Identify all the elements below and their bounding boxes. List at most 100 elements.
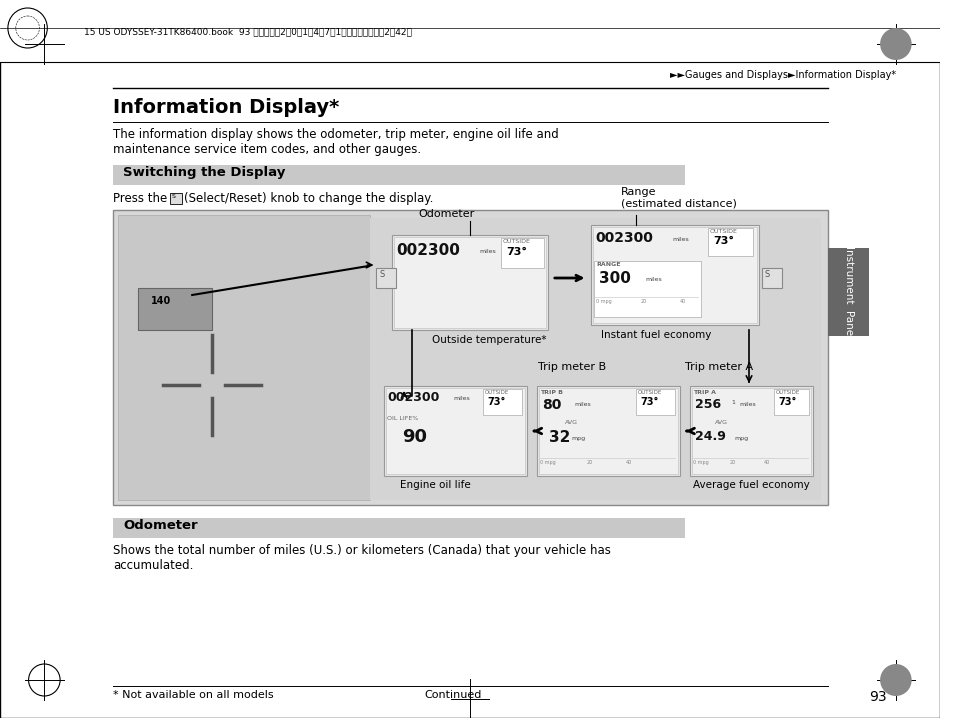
Bar xyxy=(594,261,700,317)
Text: Outside temperature*: Outside temperature* xyxy=(431,335,546,345)
Text: 0 mpg: 0 mpg xyxy=(596,299,612,304)
Bar xyxy=(384,386,527,476)
Bar xyxy=(593,227,756,323)
Bar xyxy=(538,388,678,474)
Text: miles: miles xyxy=(645,277,661,282)
Bar xyxy=(392,235,547,330)
Text: 73°: 73° xyxy=(713,236,734,246)
Text: 20: 20 xyxy=(586,460,592,465)
Text: 40: 40 xyxy=(763,460,769,465)
Text: 80: 80 xyxy=(541,398,561,412)
Text: 32: 32 xyxy=(548,430,570,445)
Text: miles: miles xyxy=(739,402,755,407)
Bar xyxy=(369,218,821,500)
Text: 140: 140 xyxy=(151,296,171,306)
Bar xyxy=(113,165,684,185)
Circle shape xyxy=(199,372,225,398)
Text: 20: 20 xyxy=(728,460,735,465)
Bar xyxy=(635,389,675,415)
Bar xyxy=(376,268,395,288)
Text: 002300: 002300 xyxy=(595,231,653,245)
Text: S: S xyxy=(172,194,175,199)
Bar xyxy=(0,0,940,62)
Text: Trip meter B: Trip meter B xyxy=(537,362,605,372)
Text: 24.9: 24.9 xyxy=(694,430,725,443)
FancyBboxPatch shape xyxy=(373,376,821,492)
Text: OUTSIDE: OUTSIDE xyxy=(775,390,799,395)
Text: 40: 40 xyxy=(679,299,685,304)
Text: OUTSIDE: OUTSIDE xyxy=(502,239,530,244)
Text: Shows the total number of miles (U.S.) or kilometers (Canada) that your vehicle : Shows the total number of miles (U.S.) o… xyxy=(113,544,611,572)
Text: OUTSIDE: OUTSIDE xyxy=(484,390,509,395)
Text: mpg: mpg xyxy=(734,436,747,441)
Text: AVG: AVG xyxy=(564,420,578,425)
Text: S: S xyxy=(379,270,384,279)
Text: mpg: mpg xyxy=(571,436,585,441)
Text: miles: miles xyxy=(574,402,591,407)
Text: TRIP A: TRIP A xyxy=(692,390,715,395)
Text: TRIP B: TRIP B xyxy=(539,390,562,395)
Bar xyxy=(689,386,812,476)
Text: 90: 90 xyxy=(401,428,427,446)
Bar xyxy=(113,518,684,538)
Text: 002300: 002300 xyxy=(387,391,439,404)
Text: 93: 93 xyxy=(868,690,886,704)
Text: Instant fuel economy: Instant fuel economy xyxy=(600,330,711,340)
Bar xyxy=(138,288,212,330)
Text: S: S xyxy=(764,270,769,279)
Bar xyxy=(386,388,525,474)
Text: 1: 1 xyxy=(731,400,735,405)
Bar xyxy=(113,165,119,185)
Bar xyxy=(132,225,357,305)
Text: 73°: 73° xyxy=(640,397,659,407)
Text: OUTSIDE: OUTSIDE xyxy=(709,229,737,234)
Bar xyxy=(118,215,369,500)
Bar xyxy=(761,268,781,288)
Bar xyxy=(394,237,545,328)
Bar xyxy=(773,389,808,415)
Text: Trip meter A: Trip meter A xyxy=(684,362,753,372)
Text: RANGE: RANGE xyxy=(596,262,620,267)
Text: Continued: Continued xyxy=(424,690,481,700)
Text: 73°: 73° xyxy=(487,397,506,407)
Text: miles: miles xyxy=(672,237,688,242)
Text: Average fuel economy: Average fuel economy xyxy=(692,480,808,490)
Bar xyxy=(691,388,810,474)
Text: 0 mpg: 0 mpg xyxy=(539,460,556,465)
Text: Engine oil life: Engine oil life xyxy=(400,480,471,490)
Text: Instrument  Panel: Instrument Panel xyxy=(842,246,853,338)
Text: * Not available on all models: * Not available on all models xyxy=(113,690,274,700)
Bar xyxy=(113,210,827,505)
Text: ►►Gauges and Displays►Information Display*: ►►Gauges and Displays►Information Displa… xyxy=(669,70,896,80)
Bar xyxy=(482,389,522,415)
Text: OUTSIDE: OUTSIDE xyxy=(637,390,661,395)
Text: 300: 300 xyxy=(598,271,631,286)
Bar xyxy=(500,238,543,268)
Text: 40: 40 xyxy=(625,460,632,465)
Bar xyxy=(123,220,364,495)
Text: Range
(estimated distance): Range (estimated distance) xyxy=(620,187,736,209)
Text: miles: miles xyxy=(453,396,470,401)
Text: 002300: 002300 xyxy=(395,243,459,258)
Bar xyxy=(537,386,679,476)
Text: (Select/Reset) knob to change the display.: (Select/Reset) knob to change the displa… xyxy=(184,192,434,205)
Text: 73°: 73° xyxy=(506,247,527,257)
Text: Press the: Press the xyxy=(113,192,168,205)
Text: The information display shows the odometer, trip meter, engine oil life and
main: The information display shows the odomet… xyxy=(113,128,558,156)
Text: miles: miles xyxy=(478,249,496,254)
Text: Switching the Display: Switching the Display xyxy=(123,166,285,179)
Text: AVG: AVG xyxy=(714,420,727,425)
Text: Odometer: Odometer xyxy=(123,519,197,532)
FancyBboxPatch shape xyxy=(373,218,821,374)
Bar xyxy=(113,518,119,538)
Bar xyxy=(128,305,359,365)
Text: Information Display*: Information Display* xyxy=(113,98,339,117)
Text: 73°: 73° xyxy=(778,397,796,407)
Bar xyxy=(827,248,868,336)
Circle shape xyxy=(880,28,911,60)
Text: 15 US ODYSSEY-31TK86400.book  93 ページ　　2　0　1　4年7月1日　火曜日　午後2時42分: 15 US ODYSSEY-31TK86400.book 93 ページ 2 0 … xyxy=(84,27,411,37)
Text: 0 mpg: 0 mpg xyxy=(692,460,708,465)
Bar xyxy=(591,225,758,325)
Text: 20: 20 xyxy=(640,299,646,304)
Bar xyxy=(707,228,752,256)
